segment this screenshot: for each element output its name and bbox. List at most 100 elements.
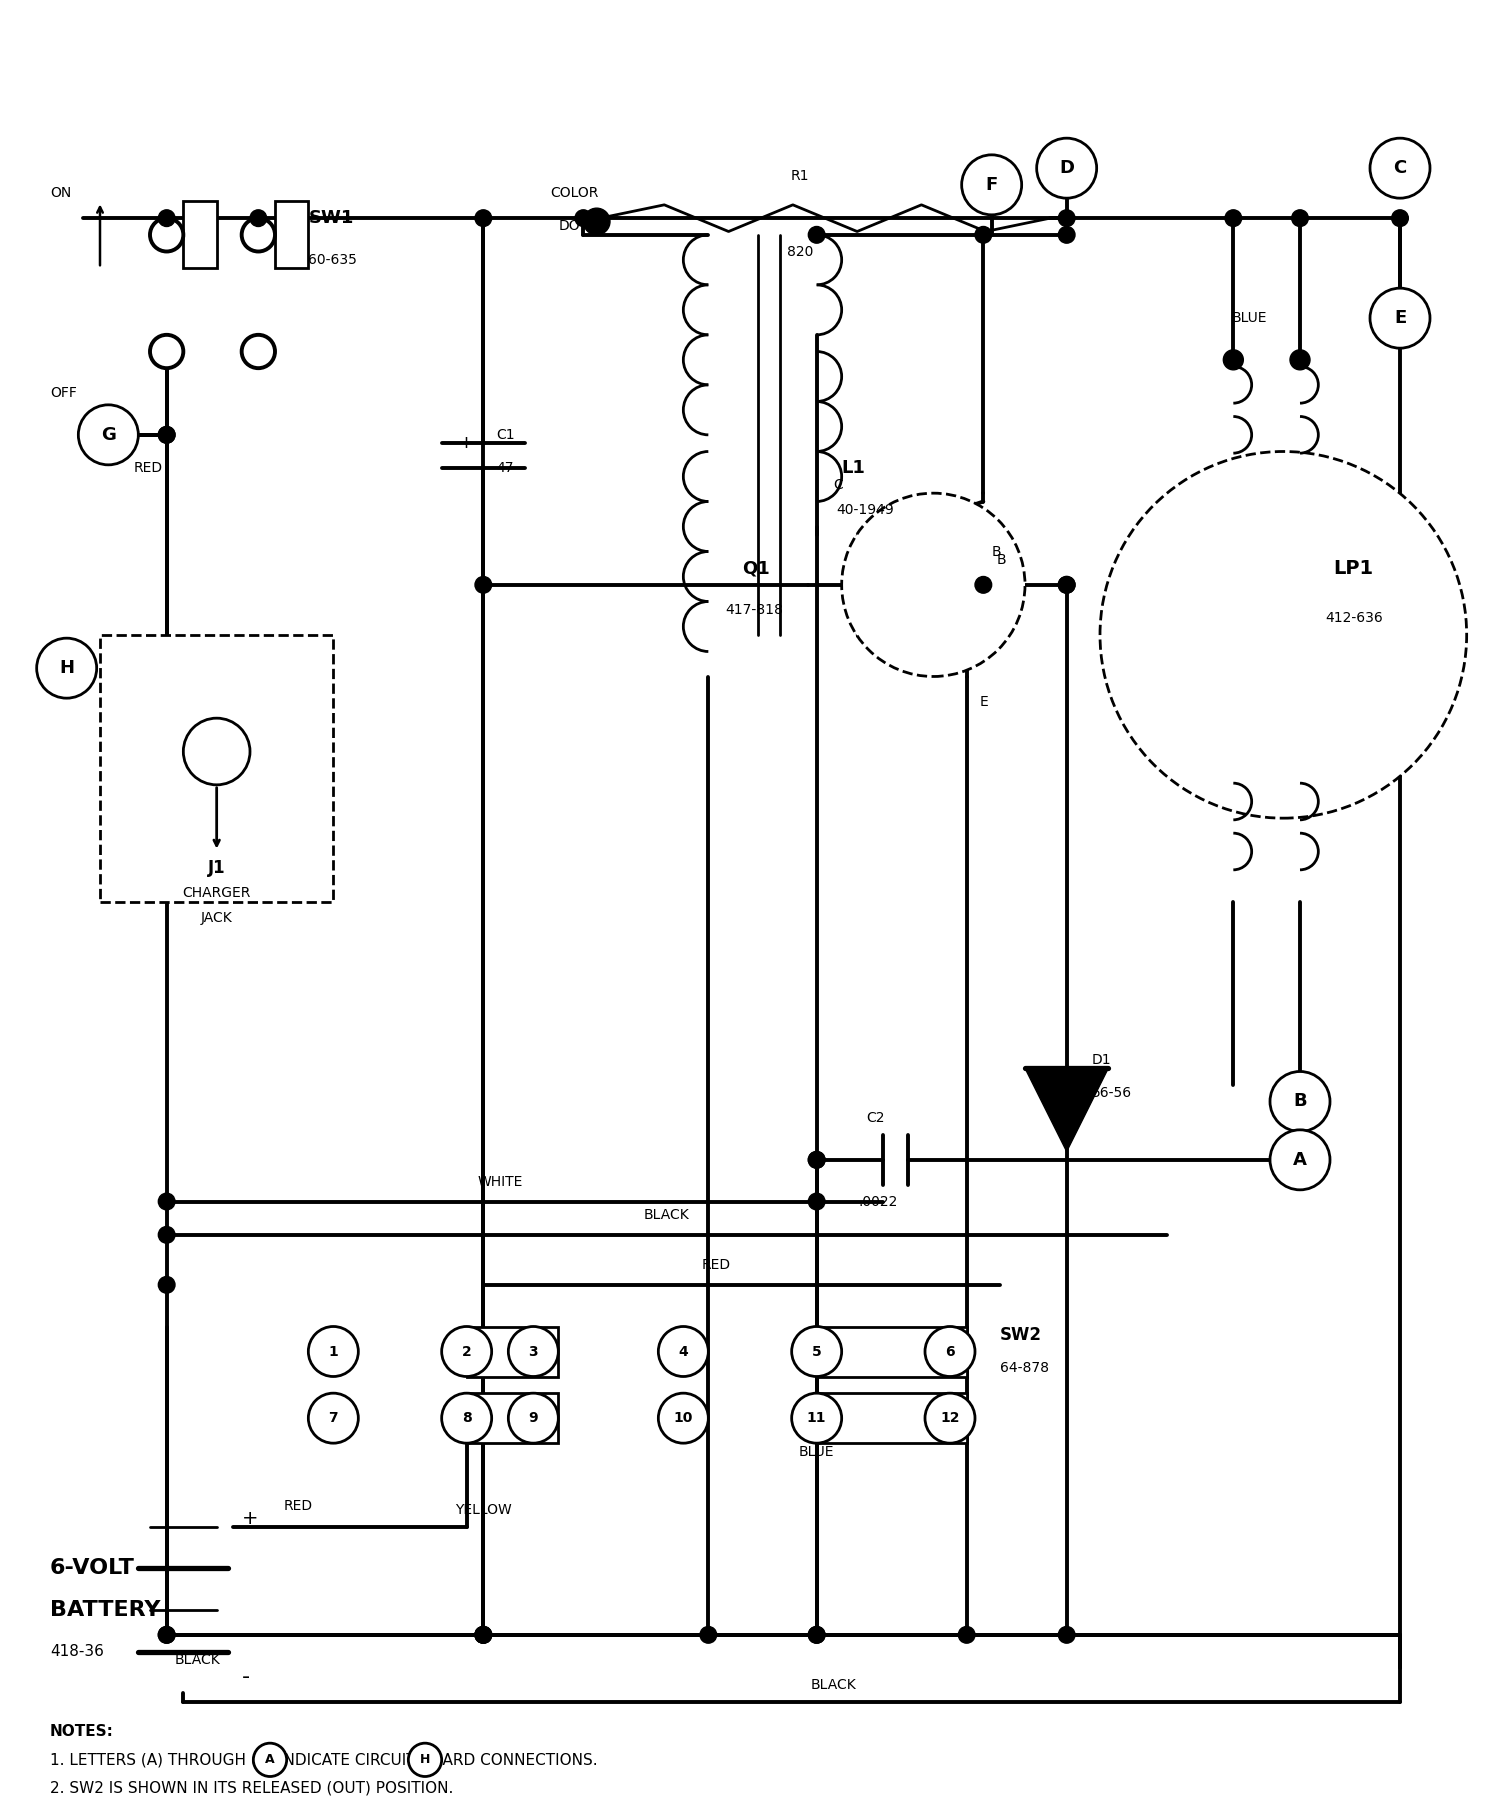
- Circle shape: [159, 427, 176, 444]
- Circle shape: [159, 1277, 176, 1293]
- Text: .0022: .0022: [858, 1195, 897, 1208]
- Circle shape: [1059, 1626, 1076, 1643]
- Circle shape: [808, 1626, 825, 1643]
- Text: BLUE: BLUE: [800, 1444, 834, 1459]
- Circle shape: [1370, 139, 1430, 198]
- Circle shape: [1226, 209, 1242, 227]
- Circle shape: [309, 1394, 358, 1442]
- Text: 2. SW2 IS SHOWN IN ITS RELEASED (OUT) POSITION.: 2. SW2 IS SHOWN IN ITS RELEASED (OUT) PO…: [50, 1781, 453, 1796]
- Text: B: B: [992, 545, 1002, 559]
- Text: A: A: [266, 1753, 274, 1767]
- Text: G: G: [100, 426, 116, 444]
- Circle shape: [808, 1194, 825, 1210]
- Circle shape: [36, 638, 96, 698]
- Text: 11: 11: [807, 1412, 826, 1424]
- Text: 60-635: 60-635: [309, 252, 357, 267]
- Circle shape: [1270, 1130, 1330, 1190]
- Circle shape: [150, 218, 183, 251]
- Circle shape: [808, 1152, 825, 1168]
- Circle shape: [1036, 139, 1096, 198]
- Circle shape: [476, 1626, 492, 1643]
- Circle shape: [792, 1327, 842, 1376]
- Circle shape: [242, 335, 274, 368]
- Text: RED: RED: [702, 1258, 730, 1271]
- Text: A: A: [1293, 1150, 1306, 1168]
- Circle shape: [842, 494, 1024, 676]
- Circle shape: [159, 1194, 176, 1210]
- Text: R1: R1: [790, 169, 810, 184]
- Text: WHITE: WHITE: [477, 1174, 522, 1188]
- Text: 8: 8: [462, 1412, 471, 1424]
- Text: 6-VOLT: 6-VOLT: [50, 1558, 135, 1578]
- Bar: [274, 202, 309, 269]
- Circle shape: [958, 1626, 975, 1643]
- Circle shape: [1059, 227, 1076, 243]
- Text: CHARGER: CHARGER: [183, 885, 250, 900]
- Text: ON: ON: [50, 186, 72, 200]
- Circle shape: [159, 1626, 176, 1643]
- Text: 56-56: 56-56: [1092, 1085, 1132, 1100]
- Circle shape: [808, 1626, 825, 1643]
- Text: 9: 9: [528, 1412, 538, 1424]
- Text: J1: J1: [209, 860, 225, 878]
- Circle shape: [408, 1744, 441, 1776]
- Circle shape: [242, 218, 274, 251]
- Circle shape: [78, 406, 138, 465]
- Circle shape: [658, 1327, 708, 1376]
- Circle shape: [476, 209, 492, 227]
- Text: F: F: [986, 177, 998, 195]
- Text: 418-36: 418-36: [50, 1644, 104, 1659]
- Circle shape: [658, 1394, 708, 1442]
- Text: 5: 5: [812, 1345, 822, 1358]
- Text: 7: 7: [328, 1412, 338, 1424]
- Circle shape: [808, 1152, 825, 1168]
- Text: 4: 4: [678, 1345, 688, 1358]
- Text: L1: L1: [842, 460, 866, 478]
- Text: D1: D1: [1092, 1053, 1112, 1067]
- Circle shape: [150, 335, 183, 368]
- Text: +: +: [459, 435, 474, 453]
- Text: C2: C2: [867, 1111, 885, 1125]
- Text: BLACK: BLACK: [810, 1679, 856, 1691]
- Circle shape: [792, 1394, 842, 1442]
- Text: BLACK: BLACK: [644, 1208, 690, 1222]
- Circle shape: [1059, 209, 1076, 227]
- Text: DOT: DOT: [558, 220, 588, 234]
- Text: 1: 1: [328, 1345, 338, 1358]
- Text: BATTERY: BATTERY: [50, 1599, 160, 1619]
- Text: COLOR: COLOR: [550, 186, 598, 200]
- Bar: [816, 1327, 966, 1376]
- Text: 3: 3: [528, 1345, 538, 1358]
- Text: C: C: [1394, 159, 1407, 177]
- Text: B: B: [1293, 1093, 1306, 1111]
- Circle shape: [159, 209, 176, 227]
- Bar: [466, 1394, 558, 1442]
- Text: E: E: [1394, 308, 1406, 326]
- Text: BLUE: BLUE: [1232, 312, 1266, 325]
- Circle shape: [1100, 451, 1467, 819]
- Circle shape: [962, 155, 1022, 215]
- Circle shape: [159, 1226, 176, 1242]
- Text: 417-818: 417-818: [724, 602, 783, 617]
- Text: NOTES:: NOTES:: [50, 1724, 114, 1740]
- Circle shape: [251, 209, 267, 227]
- Text: RED: RED: [134, 462, 162, 476]
- Circle shape: [1292, 209, 1308, 227]
- Circle shape: [975, 577, 992, 593]
- Circle shape: [441, 1394, 492, 1442]
- Text: H: H: [420, 1753, 430, 1767]
- Circle shape: [975, 227, 992, 243]
- Bar: [816, 1394, 966, 1442]
- Circle shape: [926, 1327, 975, 1376]
- Circle shape: [1224, 350, 1244, 370]
- Text: C: C: [834, 478, 843, 492]
- Circle shape: [926, 1394, 975, 1442]
- Circle shape: [808, 227, 825, 243]
- Text: C1: C1: [496, 427, 516, 442]
- Circle shape: [254, 1744, 286, 1776]
- Text: -: -: [242, 1666, 250, 1686]
- Text: 820: 820: [788, 245, 813, 258]
- Text: Q1: Q1: [741, 559, 770, 577]
- Text: H: H: [58, 660, 74, 678]
- Circle shape: [183, 718, 250, 784]
